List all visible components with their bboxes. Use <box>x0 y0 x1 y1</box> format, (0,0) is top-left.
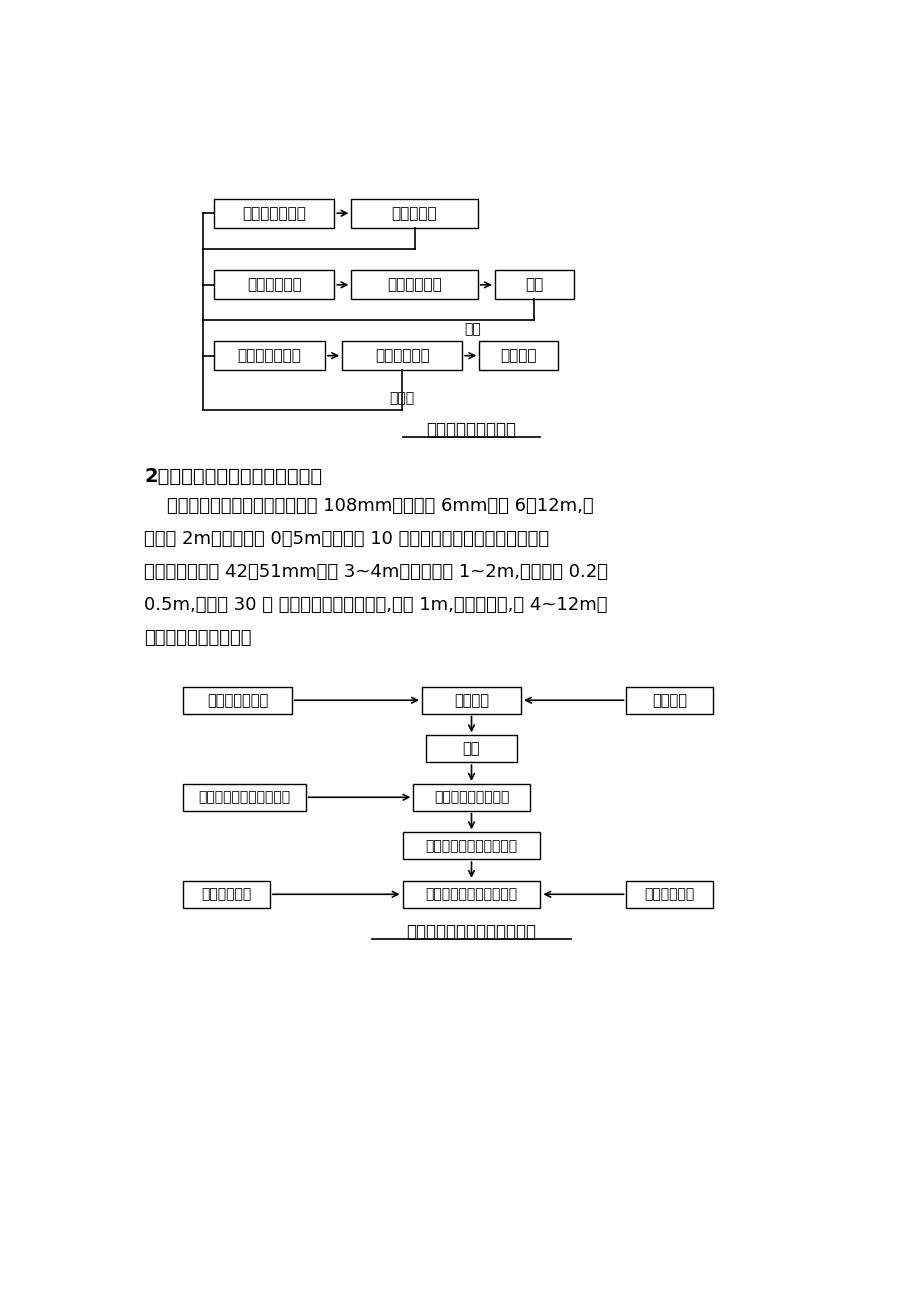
FancyBboxPatch shape <box>479 341 558 370</box>
Text: 管棚、小导管、锚杆安装: 管棚、小导管、锚杆安装 <box>425 838 517 853</box>
Text: 制浆: 制浆 <box>525 277 543 293</box>
Text: 测量放线: 测量放线 <box>652 693 686 708</box>
Text: 布孔: 布孔 <box>462 741 480 756</box>
Text: 施工准备: 施工准备 <box>453 693 489 708</box>
FancyBboxPatch shape <box>214 199 334 228</box>
Text: 压水试验、注浆: 压水试验、注浆 <box>237 348 301 363</box>
Text: 钻孔（注浆孔）: 钻孔（注浆孔） <box>242 206 306 221</box>
FancyBboxPatch shape <box>626 686 712 713</box>
Text: 注浆结束: 注浆结束 <box>500 348 537 363</box>
Text: 2、管棚、小导管及水平注浆施工: 2、管棚、小导管及水平注浆施工 <box>144 467 323 487</box>
FancyBboxPatch shape <box>214 271 334 299</box>
FancyBboxPatch shape <box>626 881 712 907</box>
FancyBboxPatch shape <box>425 736 516 762</box>
Text: 注浆材料准备: 注浆材料准备 <box>644 887 694 901</box>
FancyBboxPatch shape <box>183 881 269 907</box>
FancyBboxPatch shape <box>403 832 539 859</box>
Text: 合格: 合格 <box>463 323 480 336</box>
Text: 0.5m,外插角 30 度 水平注浆孔全断面设置,间距 1m,梅花型布置,长 4~12m。: 0.5m,外插角 30 度 水平注浆孔全断面设置,间距 1m,梅花型布置,长 4… <box>144 596 607 615</box>
Text: 注浆机具准备: 注浆机具准备 <box>201 887 252 901</box>
Text: 注浆施工工艺流程图: 注浆施工工艺流程图 <box>426 422 516 439</box>
FancyBboxPatch shape <box>422 686 520 713</box>
Text: 管棚、小导管施工工艺流程图: 管棚、小导管施工工艺流程图 <box>406 923 536 941</box>
Text: 管棚、小导管、锚杆准备: 管棚、小导管、锚杆准备 <box>199 790 290 805</box>
Text: 管棚、小导管、锚杆注浆: 管棚、小导管、锚杆注浆 <box>425 887 517 901</box>
FancyBboxPatch shape <box>351 199 477 228</box>
FancyBboxPatch shape <box>183 686 291 713</box>
FancyBboxPatch shape <box>494 271 573 299</box>
FancyBboxPatch shape <box>403 881 539 907</box>
Text: 注浆设备就位: 注浆设备就位 <box>246 277 301 293</box>
FancyBboxPatch shape <box>214 341 324 370</box>
Text: 连接注浆软管: 连接注浆软管 <box>387 277 441 293</box>
FancyBboxPatch shape <box>342 341 461 370</box>
Text: 管棚、小导管、锚杆: 管棚、小导管、锚杆 <box>434 790 508 805</box>
Text: 注浆效果检查: 注浆效果检查 <box>374 348 429 363</box>
Text: 注浆工艺流程见下图。: 注浆工艺流程见下图。 <box>144 629 252 647</box>
FancyBboxPatch shape <box>351 271 477 299</box>
Text: 设置，钢管直径 42～51mm，长 3~4m，搭接长度 1~2m,环向间距 0.2～: 设置，钢管直径 42～51mm，长 3~4m，搭接长度 1~2m,环向间距 0.… <box>144 562 607 581</box>
Text: 接长度 2m，环向间距 0。5m，外插角 10 度；小导管拱墙均设置或仅上部: 接长度 2m，环向间距 0。5m，外插角 10 度；小导管拱墙均设置或仅上部 <box>144 530 549 548</box>
Text: 安装注浆塞: 安装注浆塞 <box>391 206 437 221</box>
FancyBboxPatch shape <box>183 784 305 811</box>
Text: 人员、机械到位: 人员、机械到位 <box>207 693 267 708</box>
Text: 管棚在上半断面设置，钢管直径 108mm，管壁厚 6mm，长 6～12m,搭: 管棚在上半断面设置，钢管直径 108mm，管壁厚 6mm，长 6～12m,搭 <box>144 496 594 514</box>
FancyBboxPatch shape <box>413 784 529 811</box>
Text: 不合格: 不合格 <box>389 391 414 405</box>
